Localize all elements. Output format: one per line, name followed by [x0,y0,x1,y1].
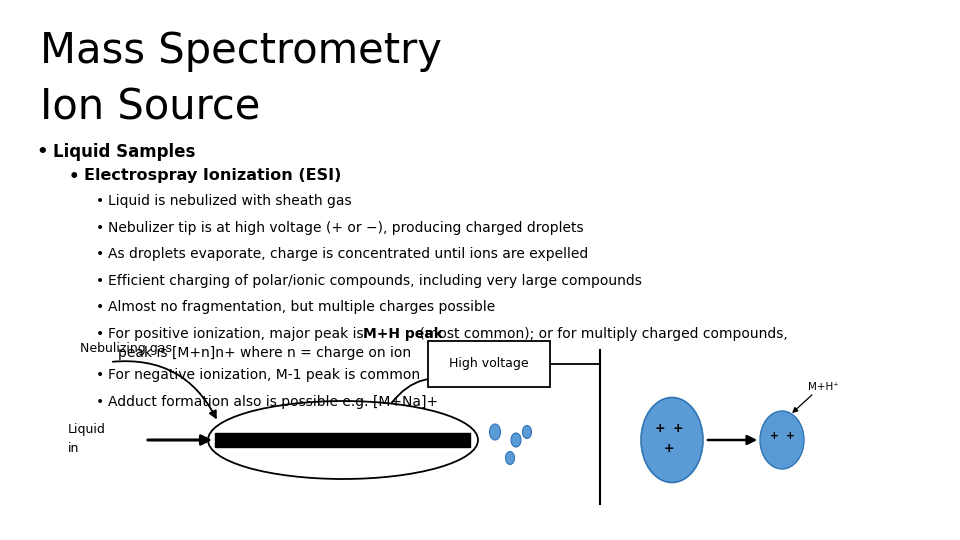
Ellipse shape [506,451,515,464]
Text: Ion Source: Ion Source [40,86,261,129]
Text: (most common); or for multiply charged compounds,: (most common); or for multiply charged c… [416,327,788,341]
Text: •: • [96,395,105,409]
Ellipse shape [490,424,500,440]
Text: •: • [96,368,105,382]
Text: Liquid Samples: Liquid Samples [53,143,195,161]
Text: Adduct formation also is possible e.g. [M+Na]+: Adduct formation also is possible e.g. [… [108,395,439,409]
FancyBboxPatch shape [428,341,550,387]
Text: Almost no fragmentation, but multiple charges possible: Almost no fragmentation, but multiple ch… [108,300,495,314]
Text: +: + [663,442,674,455]
Text: •: • [96,194,105,208]
Text: For negative ionization, M-1 peak is common: For negative ionization, M-1 peak is com… [108,368,420,382]
Text: •: • [69,168,80,186]
Text: •: • [96,274,105,288]
Text: Mass Spectrometry: Mass Spectrometry [40,30,443,72]
Text: M+H⁺: M+H⁺ [808,382,839,392]
Text: Liquid is nebulized with sheath gas: Liquid is nebulized with sheath gas [108,194,352,208]
Text: Liquid: Liquid [68,423,106,436]
Text: +: + [770,431,779,441]
Bar [215,433,470,447]
Text: As droplets evaporate, charge is concentrated until ions are expelled: As droplets evaporate, charge is concent… [108,247,588,261]
Text: Electrospray Ionization (ESI): Electrospray Ionization (ESI) [84,168,342,184]
Text: •: • [96,221,105,235]
Text: in: in [68,442,80,455]
Text: +: + [655,422,665,435]
Text: Nebulizing gas: Nebulizing gas [80,342,172,355]
Text: High voltage: High voltage [449,357,529,370]
Ellipse shape [511,433,521,447]
Text: +: + [673,422,684,435]
Ellipse shape [522,426,532,438]
Ellipse shape [641,397,703,483]
Text: •: • [96,300,105,314]
Text: peak is [M+n]n+ where n = charge on ion: peak is [M+n]n+ where n = charge on ion [118,346,411,360]
Text: Efficient charging of polar/ionic compounds, including very large compounds: Efficient charging of polar/ionic compou… [108,274,642,288]
Text: +: + [785,431,794,441]
Text: •: • [96,327,105,341]
Text: •: • [36,143,48,161]
Text: Nebulizer tip is at high voltage (+ or −), producing charged droplets: Nebulizer tip is at high voltage (+ or −… [108,221,584,235]
Ellipse shape [760,411,804,469]
Text: M+H peak: M+H peak [363,327,443,341]
Text: For positive ionization, major peak is: For positive ionization, major peak is [108,327,369,341]
Text: •: • [96,247,105,261]
